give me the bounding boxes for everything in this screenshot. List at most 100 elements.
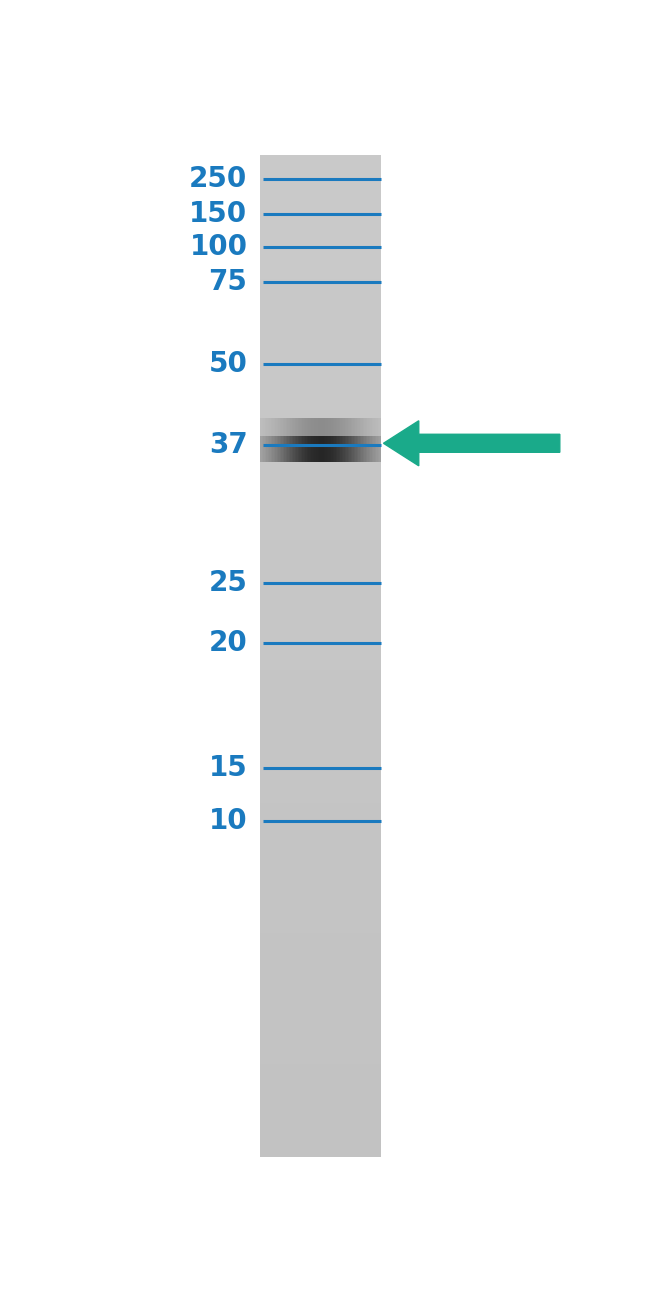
Bar: [260, 255, 381, 260]
Bar: [260, 800, 381, 803]
Bar: [352, 419, 354, 438]
Bar: [260, 214, 381, 220]
Bar: [260, 205, 381, 209]
Bar: [270, 437, 272, 463]
Bar: [260, 242, 381, 246]
Bar: [260, 552, 381, 556]
Bar: [260, 312, 381, 316]
Bar: [260, 953, 381, 957]
Bar: [260, 1043, 381, 1047]
Bar: [365, 419, 366, 438]
Bar: [277, 437, 278, 463]
Bar: [260, 985, 381, 991]
Bar: [260, 559, 381, 563]
Bar: [260, 915, 381, 920]
Text: 100: 100: [190, 233, 248, 261]
Bar: [298, 419, 300, 438]
Bar: [260, 452, 381, 456]
Bar: [260, 191, 381, 196]
Bar: [260, 272, 381, 276]
Bar: [260, 235, 381, 239]
Bar: [260, 485, 381, 490]
Bar: [260, 812, 381, 816]
Bar: [260, 1102, 381, 1108]
Bar: [260, 382, 381, 386]
Bar: [260, 412, 381, 416]
Bar: [260, 182, 381, 186]
Bar: [361, 419, 363, 438]
Bar: [260, 512, 381, 516]
Bar: [260, 178, 381, 183]
Bar: [260, 1002, 381, 1006]
Bar: [260, 602, 381, 606]
Bar: [260, 1072, 381, 1076]
Bar: [260, 1132, 381, 1138]
Bar: [375, 419, 376, 438]
Bar: [260, 939, 381, 944]
Bar: [260, 1086, 381, 1091]
Bar: [260, 692, 381, 697]
Bar: [260, 188, 381, 192]
Bar: [260, 1119, 381, 1123]
Bar: [260, 638, 381, 644]
Bar: [260, 979, 381, 984]
Bar: [320, 437, 322, 463]
Bar: [328, 437, 330, 463]
Bar: [260, 715, 381, 720]
Bar: [260, 862, 381, 867]
Bar: [260, 155, 381, 160]
Bar: [343, 419, 344, 438]
Bar: [260, 723, 381, 727]
Bar: [260, 819, 381, 823]
Bar: [260, 1149, 381, 1153]
Bar: [260, 519, 381, 523]
Bar: [337, 419, 339, 438]
Bar: [260, 365, 381, 369]
Bar: [260, 962, 381, 967]
Bar: [370, 437, 372, 463]
Bar: [260, 168, 381, 173]
Bar: [325, 419, 326, 438]
Bar: [281, 419, 283, 438]
Bar: [260, 1079, 381, 1084]
Bar: [260, 289, 381, 292]
Bar: [306, 437, 307, 463]
Bar: [260, 906, 381, 910]
Bar: [373, 437, 375, 463]
Bar: [260, 415, 381, 420]
Bar: [260, 172, 381, 176]
Bar: [304, 437, 306, 463]
Bar: [260, 176, 381, 179]
Bar: [260, 502, 381, 507]
Bar: [376, 419, 378, 438]
Bar: [260, 546, 381, 550]
Bar: [289, 419, 291, 438]
Bar: [260, 199, 381, 203]
Bar: [260, 1015, 381, 1021]
Bar: [260, 462, 381, 467]
Bar: [272, 419, 274, 438]
Bar: [260, 572, 381, 576]
Bar: [260, 849, 381, 853]
Bar: [300, 419, 301, 438]
Bar: [324, 437, 325, 463]
Bar: [272, 437, 274, 463]
Bar: [260, 1000, 381, 1004]
Bar: [260, 755, 381, 760]
Bar: [287, 419, 289, 438]
Bar: [260, 419, 261, 438]
Bar: [260, 725, 381, 729]
Bar: [260, 299, 381, 303]
Text: 75: 75: [209, 268, 248, 295]
Bar: [260, 468, 381, 473]
Bar: [260, 685, 381, 690]
Bar: [260, 729, 381, 733]
Bar: [260, 385, 381, 390]
Bar: [260, 792, 381, 797]
Bar: [260, 892, 381, 897]
Bar: [281, 437, 283, 463]
Bar: [260, 855, 381, 861]
Bar: [302, 437, 304, 463]
Bar: [260, 615, 381, 620]
Bar: [260, 432, 381, 437]
